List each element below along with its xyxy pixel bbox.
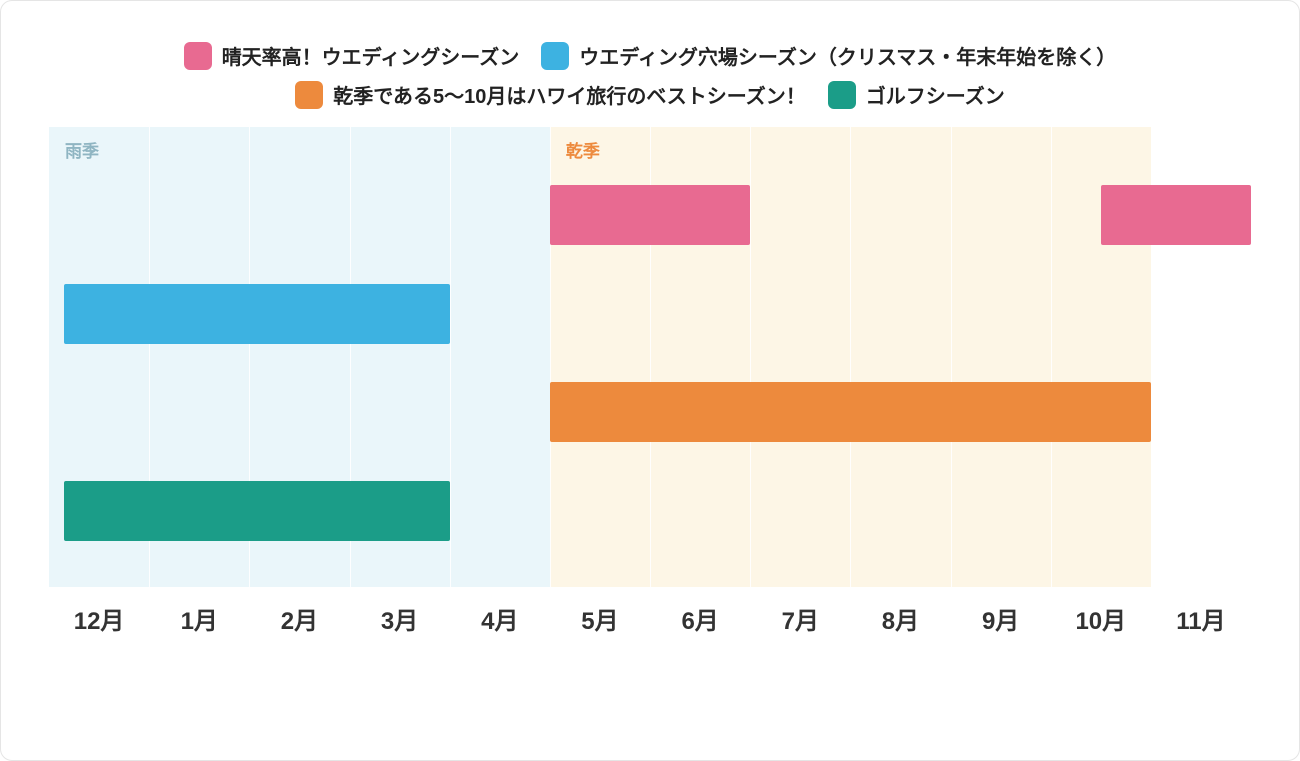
legend-swatch-3 xyxy=(828,81,856,109)
legend-item-1: ウエディング穴場シーズン（クリスマス・年末年始を除く） xyxy=(541,41,1116,70)
legend-swatch-1 xyxy=(541,42,569,70)
x-tick-5: 5月 xyxy=(550,601,650,636)
rows xyxy=(49,127,1251,587)
row-1 xyxy=(49,284,1251,344)
bar-0-1 xyxy=(1101,185,1251,245)
x-tick-4: 4月 xyxy=(450,601,550,636)
chart-area: 雨季乾季 xyxy=(49,127,1251,587)
x-tick-8: 8月 xyxy=(850,601,950,636)
legend-label-2: 乾季である5〜10月はハワイ旅行のベストシーズン！ xyxy=(333,80,806,109)
legend-swatch-0 xyxy=(184,42,212,70)
bar-2-0 xyxy=(550,382,1151,442)
bar-3-0 xyxy=(64,481,450,541)
chart-wrap: 雨季乾季 12月1月2月3月4月5月6月7月8月9月10月11月 xyxy=(41,127,1259,636)
x-tick-9: 9月 xyxy=(951,601,1051,636)
legend-item-0: 晴天率高！ウエディングシーズン xyxy=(184,41,520,70)
x-tick-2: 2月 xyxy=(249,601,349,636)
x-tick-7: 7月 xyxy=(750,601,850,636)
bar-1-0 xyxy=(64,284,450,344)
x-tick-1: 1月 xyxy=(149,601,249,636)
legend-item-3: ゴルフシーズン xyxy=(828,80,1005,109)
legend-label-0: 晴天率高！ウエディングシーズン xyxy=(222,41,520,70)
x-axis: 12月1月2月3月4月5月6月7月8月9月10月11月 xyxy=(49,601,1251,636)
legend-swatch-2 xyxy=(295,81,323,109)
row-2 xyxy=(49,382,1251,442)
legend: 晴天率高！ウエディングシーズン ウエディング穴場シーズン（クリスマス・年末年始を除… xyxy=(41,41,1259,109)
x-tick-0: 12月 xyxy=(49,601,149,636)
chart-card: 晴天率高！ウエディングシーズン ウエディング穴場シーズン（クリスマス・年末年始を除… xyxy=(0,0,1300,761)
x-tick-6: 6月 xyxy=(650,601,750,636)
legend-label-1: ウエディング穴場シーズン（クリスマス・年末年始を除く） xyxy=(579,41,1116,70)
bar-0-0 xyxy=(550,185,750,245)
row-0 xyxy=(49,185,1251,245)
x-tick-11: 11月 xyxy=(1151,601,1251,636)
x-tick-3: 3月 xyxy=(350,601,450,636)
row-3 xyxy=(49,481,1251,541)
legend-item-2: 乾季である5〜10月はハワイ旅行のベストシーズン！ xyxy=(295,80,806,109)
x-tick-10: 10月 xyxy=(1051,601,1151,636)
legend-label-3: ゴルフシーズン xyxy=(866,80,1005,109)
